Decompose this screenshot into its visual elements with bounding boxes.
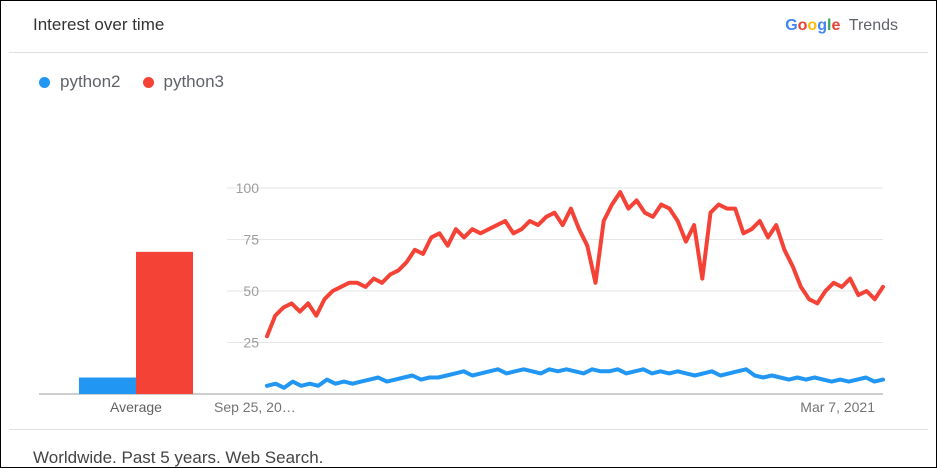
logo-letter: o xyxy=(797,17,808,34)
x-tick-label-end: Mar 7, 2021 xyxy=(800,399,875,415)
average-bar-python2 xyxy=(79,377,136,394)
chart-legend: python2 python3 xyxy=(39,72,224,92)
series-line-python2 xyxy=(265,367,885,390)
google-wordmark: Google xyxy=(785,17,845,34)
logo-letter: o xyxy=(807,17,818,34)
footer-caption: Worldwide. Past 5 years. Web Search. xyxy=(33,448,324,467)
legend-dot-icon xyxy=(39,76,50,88)
chart-plot[interactable]: 100 75 50 25 Average Sep 25, 20… Mar 7, 2021 xyxy=(9,1,928,429)
legend-item-python2[interactable]: python2 xyxy=(39,72,121,92)
y-tick-label: 100 xyxy=(236,180,260,196)
google-trends-logo[interactable]: Google Trends xyxy=(785,17,898,35)
average-bar-python3 xyxy=(136,251,193,394)
chart-title: Interest over time xyxy=(33,15,165,34)
y-tick-label: 75 xyxy=(243,232,259,248)
series-line-python3 xyxy=(265,190,885,339)
logo-letter: g xyxy=(817,17,827,34)
trends-wordmark: Trends xyxy=(848,17,898,34)
legend-dot-icon xyxy=(142,76,154,88)
legend-item-python3[interactable]: python3 xyxy=(142,72,225,92)
logo-letter: e xyxy=(831,17,841,34)
logo-letter: l xyxy=(826,17,832,34)
logo-letter: G xyxy=(785,17,798,34)
card-inner: Interest over time Google Trends python2… xyxy=(9,1,928,467)
legend-label: python3 xyxy=(163,72,225,91)
y-tick-label: 25 xyxy=(243,335,259,351)
y-tick-label: 50 xyxy=(243,283,259,299)
card-footer: Worldwide. Past 5 years. Web Search. xyxy=(9,429,928,468)
card-header: Interest over time Google Trends xyxy=(9,1,928,53)
average-label: Average xyxy=(110,399,162,415)
legend-label: python2 xyxy=(60,72,121,91)
x-tick-label-start: Sep 25, 20… xyxy=(214,399,296,415)
